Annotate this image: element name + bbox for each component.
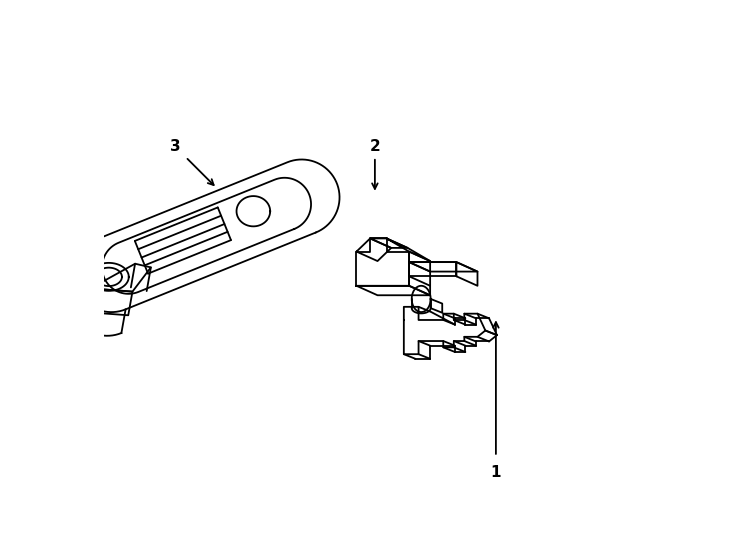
Text: 2: 2 — [369, 139, 380, 154]
Text: 3: 3 — [170, 139, 181, 154]
Text: 1: 1 — [490, 465, 501, 480]
